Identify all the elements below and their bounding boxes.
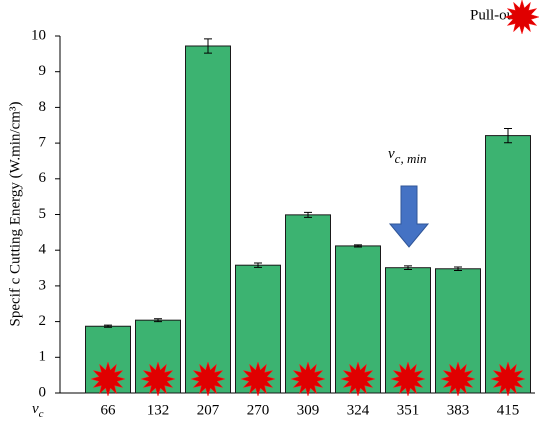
y-tick-label: 1 — [39, 349, 47, 365]
x-axis-label-sub: c — [39, 408, 44, 420]
pull-out-star — [290, 361, 326, 397]
pull-out-star — [340, 361, 376, 397]
error-bar — [204, 38, 212, 54]
y-tick-label: 10 — [31, 27, 46, 43]
x-tick-label: 270 — [247, 402, 270, 418]
x-tick-label: 66 — [101, 402, 117, 418]
y-axis-label: Specif c Cutting Energy (W.min/cm³) — [7, 102, 23, 327]
pull-out-star — [140, 361, 176, 397]
x-tick-label: 351 — [397, 402, 420, 418]
error-bar — [104, 324, 112, 328]
y-tick-label: 7 — [39, 135, 47, 151]
pull-out-star — [390, 361, 426, 397]
error-bar — [304, 211, 312, 218]
error-bar — [254, 262, 262, 268]
error-bar — [354, 244, 362, 248]
pull-out-star — [504, 0, 540, 35]
error-bar — [404, 265, 412, 270]
bar — [185, 45, 231, 394]
pull-out-star — [90, 361, 126, 397]
annotation-arrow — [388, 185, 430, 248]
y-tick-label: 6 — [39, 170, 47, 186]
x-tick-label: 383 — [447, 402, 470, 418]
bar — [485, 135, 531, 394]
y-tick-label: 3 — [39, 277, 47, 293]
legend-label: Pull-out: — [470, 7, 523, 23]
pull-out-star — [490, 361, 526, 397]
y-tick-label: 4 — [39, 242, 47, 258]
x-tick-label: 324 — [347, 402, 370, 418]
y-tick-label: 9 — [39, 63, 47, 79]
x-tick-label: 132 — [147, 402, 170, 418]
y-tick-label: 5 — [39, 206, 47, 222]
y-tick-label: 2 — [39, 313, 47, 329]
annotation-sub: c, min — [395, 151, 427, 166]
x-tick-label: 415 — [497, 402, 520, 418]
x-axis-label-main: v — [32, 401, 39, 417]
x-tick-label: 207 — [197, 402, 220, 418]
error-bar — [454, 266, 462, 272]
x-tick-label: 309 — [297, 402, 320, 418]
y-tick-label: 8 — [39, 99, 47, 115]
x-axis-label: vc — [32, 401, 44, 419]
pull-out-star — [240, 361, 276, 397]
error-bar — [154, 318, 162, 323]
annotation: vc, min — [388, 146, 426, 166]
error-bar — [504, 127, 512, 144]
pull-out-star — [190, 361, 226, 397]
pull-out-star — [440, 361, 476, 397]
y-tick-label: 0 — [39, 384, 47, 400]
annotation-main: v — [388, 146, 395, 162]
